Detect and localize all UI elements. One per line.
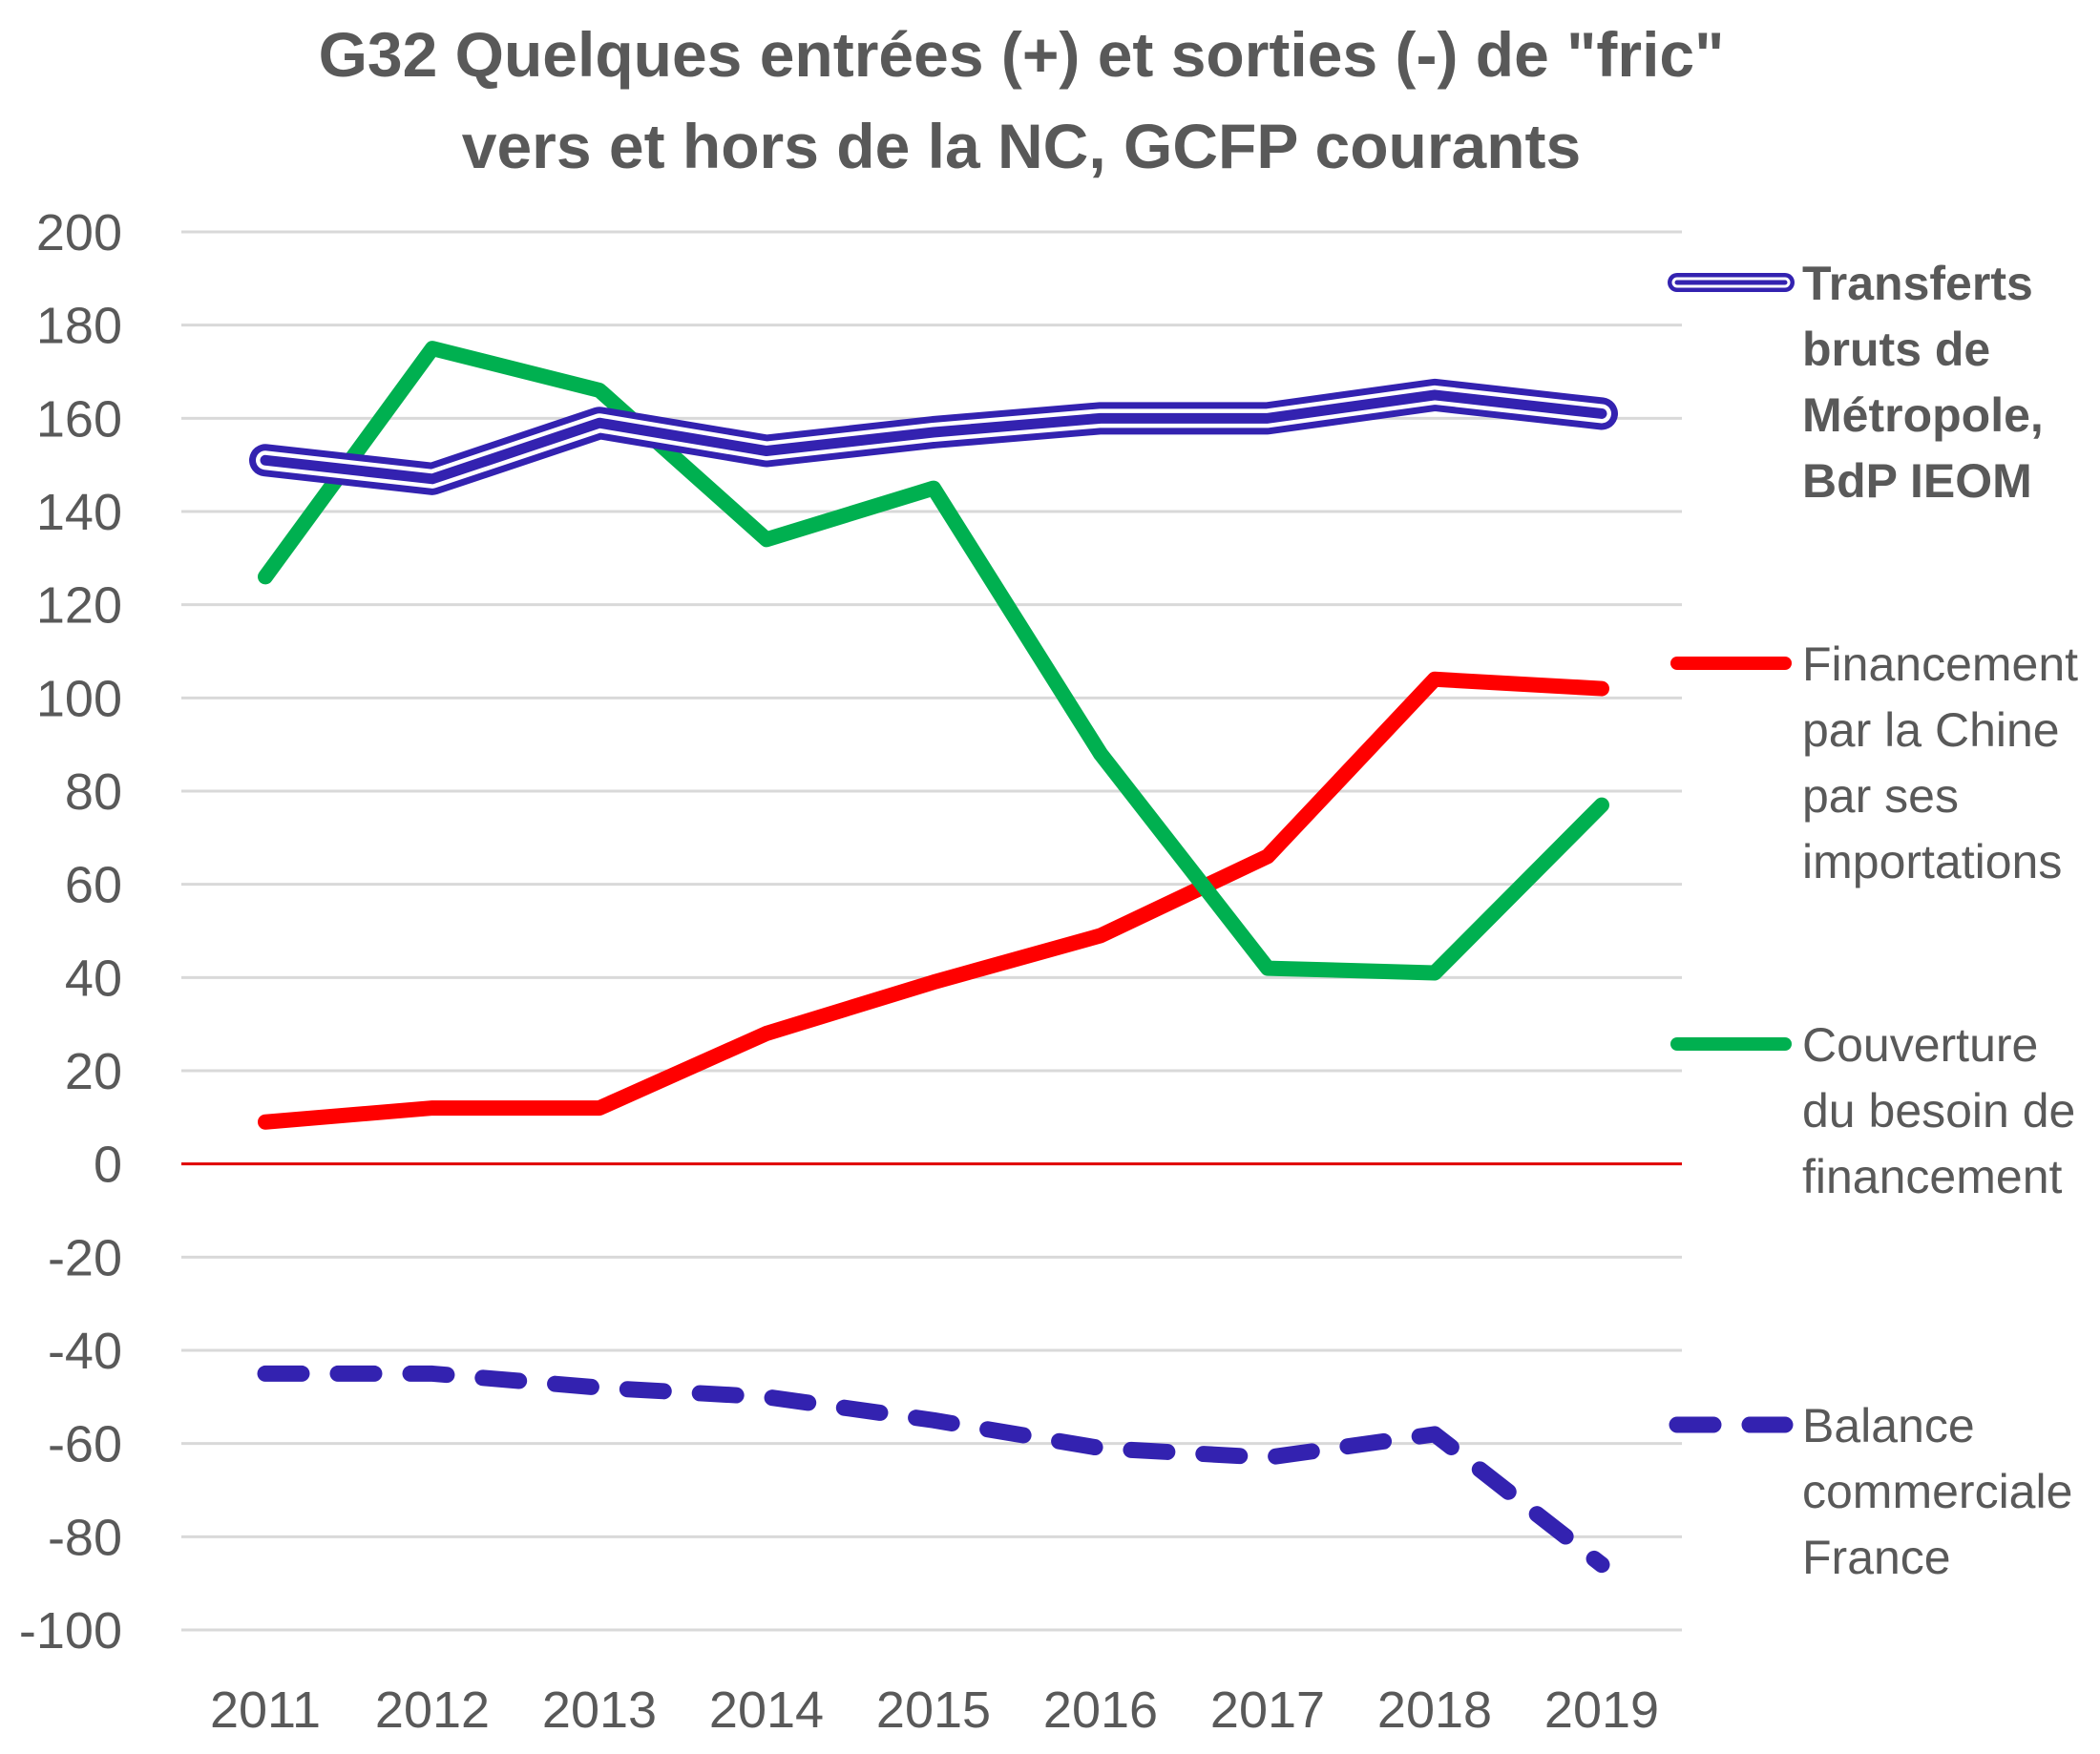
legend-item-balance: Balance commerciale France <box>1669 1399 2072 1584</box>
legend-label: du besoin de <box>1802 1084 2075 1138</box>
series-transferts <box>249 378 1618 495</box>
data-point-couverture-2019 <box>1599 803 1605 808</box>
data-point-couverture-2015 <box>931 486 936 491</box>
data-point-transferts-2011 <box>262 457 268 463</box>
data-point-couverture-2013 <box>597 387 602 393</box>
y-tick-label: 100 <box>36 670 122 727</box>
data-point-chine-2012 <box>430 1105 435 1111</box>
data-point-balance-2012 <box>430 1370 435 1376</box>
legend: Transferts bruts de Métropole, BdP IEOM Fina… <box>1668 257 2078 1584</box>
x-tick-label: 2018 <box>1377 1681 1492 1739</box>
data-point-balance-2015 <box>931 1417 936 1423</box>
y-tick-label: 200 <box>36 204 122 261</box>
series-chine <box>258 671 1609 1130</box>
data-point-transferts-2012 <box>430 476 435 482</box>
series-balance <box>257 1365 1610 1574</box>
data-point-chine-2014 <box>764 1031 769 1036</box>
series-line <box>257 1365 1610 1574</box>
data-point-balance-2016 <box>1098 1446 1103 1451</box>
y-tick-label: -100 <box>19 1602 122 1660</box>
y-tick-label: 80 <box>65 763 122 821</box>
x-tick-label: 2015 <box>876 1681 991 1739</box>
data-point-couverture-2014 <box>764 536 769 542</box>
data-point-transferts-2015 <box>931 429 936 435</box>
y-tick-label: 0 <box>94 1137 122 1194</box>
legend-item-transferts: Transferts bruts de Métropole, BdP IEOM <box>1668 257 2044 508</box>
x-axis: 2011 2012 2013 2014 2015 2016 2017 2018 2019 <box>210 1681 1659 1739</box>
data-point-chine-2017 <box>1265 853 1270 859</box>
legend-label: Balance <box>1802 1399 1975 1452</box>
legend-label: BdP IEOM <box>1802 454 2032 508</box>
x-tick-label: 2014 <box>709 1681 824 1739</box>
y-tick-label: -20 <box>48 1229 122 1286</box>
data-point-balance-2011 <box>262 1370 268 1376</box>
y-tick-label: 20 <box>65 1043 122 1100</box>
series-line <box>258 341 1609 981</box>
data-point-couverture-2016 <box>1098 751 1103 757</box>
data-point-couverture-2018 <box>1432 970 1438 975</box>
data-point-transferts-2018 <box>1432 392 1438 398</box>
legend-label: par la Chine <box>1802 703 2060 757</box>
data-point-transferts-2013 <box>597 420 602 426</box>
x-tick-label: 2011 <box>210 1681 321 1739</box>
chart-title-line-2: vers et hors de la NC, GCFP courants <box>462 111 1581 181</box>
data-point-balance-2017 <box>1265 1454 1270 1460</box>
legend-label: Transferts <box>1802 257 2033 310</box>
data-point-chine-2013 <box>597 1105 602 1111</box>
chart-title-line-1: G32 Quelques entrées (+) et sorties (-) … <box>319 19 1725 90</box>
legend-label: Couverture <box>1802 1018 2038 1072</box>
legend-label: importations <box>1802 835 2062 888</box>
legend-item-chine: Financement par la Chine par ses importatio… <box>1670 637 2078 888</box>
y-tick-label: -40 <box>48 1323 122 1380</box>
grid <box>181 230 1682 1632</box>
data-point-couverture-2012 <box>430 345 435 351</box>
data-point-balance-2018 <box>1432 1431 1438 1437</box>
legend-label: commerciale <box>1802 1465 2072 1518</box>
data-point-transferts-2019 <box>1599 410 1605 416</box>
y-tick-label: -60 <box>48 1416 122 1473</box>
data-point-chine-2016 <box>1098 932 1103 938</box>
data-point-couverture-2017 <box>1265 966 1270 971</box>
legend-label: financement <box>1802 1150 2062 1203</box>
x-tick-label: 2017 <box>1210 1681 1325 1739</box>
data-point-chine-2011 <box>262 1119 268 1125</box>
series-line-inner <box>260 389 1607 485</box>
data-point-transferts-2017 <box>1265 415 1270 421</box>
data-point-balance-2019 <box>1599 1562 1605 1568</box>
legend-item-couverture: Couverture du besoin de financement <box>1670 1018 2075 1203</box>
y-tick-label: 160 <box>36 390 122 448</box>
data-point-chine-2018 <box>1432 677 1438 682</box>
legend-label: bruts de <box>1802 323 1990 376</box>
data-point-transferts-2014 <box>764 449 769 454</box>
legend-label: Métropole, <box>1802 388 2044 442</box>
y-tick-label: 120 <box>36 577 122 635</box>
x-tick-label: 2019 <box>1544 1681 1659 1739</box>
y-tick-label: 180 <box>36 298 122 355</box>
y-tick-label: -80 <box>48 1509 122 1566</box>
data-point-transferts-2016 <box>1098 415 1103 421</box>
legend-label: Financement <box>1802 637 2078 691</box>
x-tick-label: 2013 <box>542 1681 657 1739</box>
data-point-balance-2014 <box>764 1394 769 1400</box>
series-couverture <box>258 341 1609 981</box>
data-point-balance-2013 <box>597 1385 602 1390</box>
x-tick-label: 2012 <box>375 1681 490 1739</box>
legend-label: France <box>1802 1531 1951 1584</box>
y-tick-label: 140 <box>36 484 122 541</box>
legend-label: par ses <box>1802 769 1959 823</box>
data-point-couverture-2011 <box>262 574 268 579</box>
series-line <box>258 671 1609 1130</box>
data-point-chine-2019 <box>1599 686 1605 692</box>
data-point-chine-2015 <box>931 979 936 985</box>
y-axis: 200180160140120100806040200-20-40-60-80-… <box>19 204 122 1660</box>
plot-area <box>249 341 1618 1574</box>
y-tick-label: 60 <box>65 857 122 914</box>
x-tick-label: 2016 <box>1043 1681 1158 1739</box>
y-tick-label: 40 <box>65 950 122 1007</box>
